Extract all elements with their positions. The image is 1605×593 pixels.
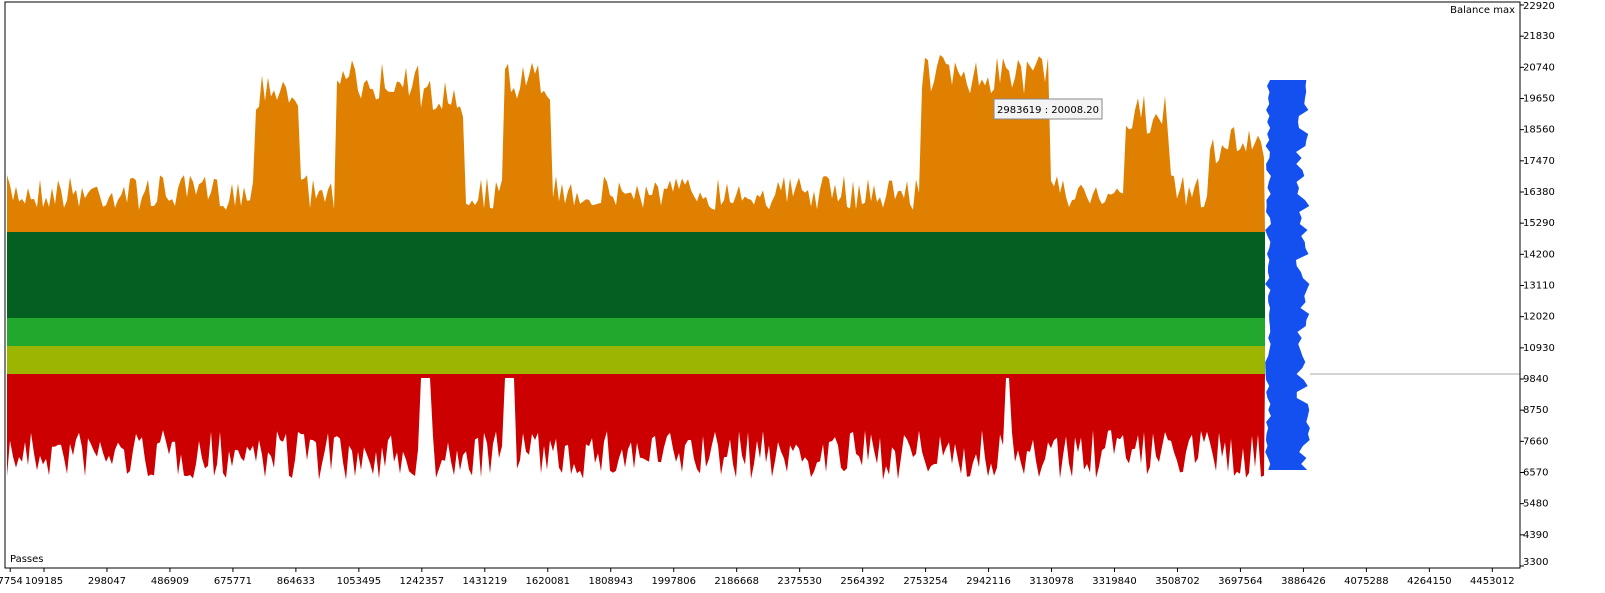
x-tick-label: 3886426 <box>1281 576 1326 587</box>
y-tick-label: 9840 <box>1523 374 1548 385</box>
y-tick-label: 15290 <box>1523 218 1555 229</box>
x-tick-label: 4453012 <box>1470 576 1515 587</box>
y-tick-label: 13110 <box>1523 281 1555 292</box>
x-tick-label: 3508702 <box>1155 576 1200 587</box>
y-tick-label: 10930 <box>1523 343 1555 354</box>
cloud-red <box>7 374 1265 480</box>
x-tick-label: 298047 <box>88 576 126 587</box>
x-tick-label: 2942116 <box>966 576 1011 587</box>
y-tick-label: 3300 <box>1523 557 1548 568</box>
x-axis-label: Passes <box>10 554 44 565</box>
cloud <box>7 55 1520 480</box>
y-tick-label: 21830 <box>1523 31 1555 42</box>
x-tick-label: 1431219 <box>463 576 508 587</box>
x-tick-label: 3319840 <box>1092 576 1137 587</box>
cloud-green <box>7 318 1265 346</box>
y-tick-label: 14200 <box>1523 249 1555 260</box>
y-tick-label: 5480 <box>1523 499 1548 510</box>
x-tick-label: 3130978 <box>1029 576 1074 587</box>
tooltip-text: 2983619 : 20008.20 <box>997 105 1099 116</box>
cloud-blue <box>1265 80 1310 470</box>
cloud-dark-green <box>7 232 1265 318</box>
y-tick-label: 17470 <box>1523 156 1555 167</box>
y-tick-label: 12020 <box>1523 312 1555 323</box>
x-tick-label: 4075288 <box>1344 576 1389 587</box>
x-tick-label: 1997806 <box>651 576 696 587</box>
x-tick-label: 1242357 <box>400 576 445 587</box>
y-tick-label: 22920 <box>1523 1 1555 12</box>
x-tick-label: 1808943 <box>588 576 633 587</box>
y-axis-label: Balance max <box>1450 5 1515 16</box>
y-tick-label: 16380 <box>1523 187 1555 198</box>
x-tick-label: 3697564 <box>1218 576 1263 587</box>
y-tick-label: 18560 <box>1523 125 1555 136</box>
tooltip <box>993 98 1103 120</box>
y-tick-label: 6570 <box>1523 468 1548 479</box>
y-tick-label: 20740 <box>1523 62 1555 73</box>
y-tick-label: 8750 <box>1523 405 1548 416</box>
y-tick-label: 4390 <box>1523 530 1548 541</box>
cloud-olive <box>7 346 1265 374</box>
x-tick-label: 7754 <box>0 576 23 587</box>
x-tick-label: 4264150 <box>1407 576 1452 587</box>
x-tick-label: 486909 <box>151 576 189 587</box>
y-tick-label: 19650 <box>1523 94 1555 105</box>
y-tick-label: 7660 <box>1523 436 1548 447</box>
x-tick-label: 2186668 <box>714 576 759 587</box>
x-tick-label: 1620081 <box>525 576 570 587</box>
x-tick-label: 675771 <box>214 576 252 587</box>
cloud-orange <box>7 55 1265 232</box>
x-tick-label: 2564392 <box>840 576 885 587</box>
x-tick-label: 2375530 <box>777 576 822 587</box>
x-tick-label: 864633 <box>277 576 315 587</box>
x-tick-label: 1053495 <box>337 576 382 587</box>
x-tick-label: 2753254 <box>903 576 948 587</box>
x-tick-label: 109185 <box>25 576 63 587</box>
